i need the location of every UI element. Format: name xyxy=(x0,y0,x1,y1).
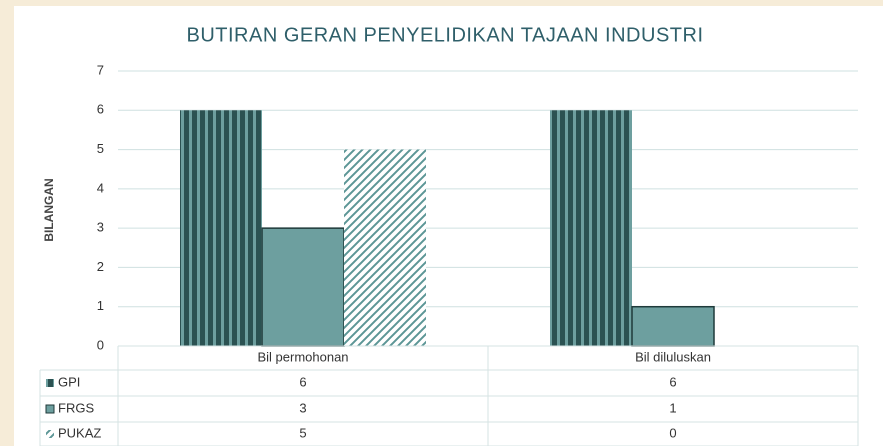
y-tick-label: 2 xyxy=(97,259,104,274)
chart-background xyxy=(14,6,883,446)
legend-key xyxy=(46,430,54,438)
legend-label: PUKAZ xyxy=(58,425,101,440)
bar xyxy=(550,110,632,347)
x-tick-label: Bil diluluskan xyxy=(635,349,711,364)
table-value: 0 xyxy=(669,425,676,440)
table-value: 3 xyxy=(299,400,306,415)
y-tick-label: 5 xyxy=(97,141,104,156)
bar xyxy=(261,227,345,347)
legend-label: GPI xyxy=(58,374,80,389)
y-tick-label: 1 xyxy=(97,298,104,313)
legend-key xyxy=(46,379,54,387)
bar xyxy=(180,110,262,347)
chart-title: BUTIRAN GERAN PENYELIDIKAN TAJAAN INDUST… xyxy=(186,24,703,46)
table-value: 6 xyxy=(299,374,306,389)
y-tick-label: 3 xyxy=(97,220,104,235)
table-value: 1 xyxy=(669,400,676,415)
legend-label: FRGS xyxy=(58,400,94,415)
bar xyxy=(631,305,715,347)
table-value: 6 xyxy=(669,374,676,389)
legend-key xyxy=(45,404,55,414)
x-tick-label: Bil permohonan xyxy=(257,349,348,364)
y-tick-label: 7 xyxy=(97,62,104,77)
table-value: 5 xyxy=(299,425,306,440)
bar xyxy=(344,149,426,346)
y-tick-label: 0 xyxy=(97,337,104,352)
y-tick-label: 4 xyxy=(97,180,104,195)
y-tick-label: 6 xyxy=(97,102,104,117)
y-axis-label: BILANGAN xyxy=(42,178,56,241)
